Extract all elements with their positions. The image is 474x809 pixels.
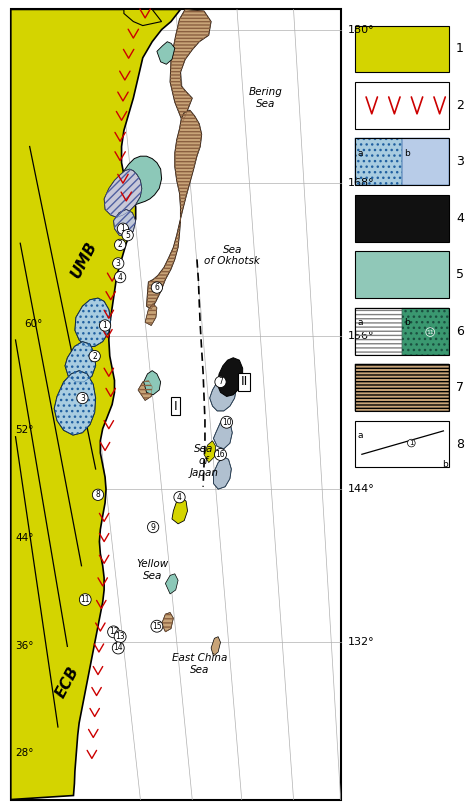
Polygon shape [11,10,181,799]
Text: a: a [357,431,363,440]
Text: 16: 16 [216,450,225,459]
Text: ECB: ECB [53,664,82,701]
Polygon shape [210,374,236,411]
Text: UMB: UMB [68,239,100,280]
Text: 5: 5 [125,231,130,239]
Bar [402,307,449,354]
Text: Sea
of
Japan: Sea of Japan [190,444,219,477]
Text: 10: 10 [222,417,231,426]
Polygon shape [54,371,96,435]
Text: Sea
of Okhotsk: Sea of Okhotsk [204,244,260,266]
Bar [355,421,449,468]
Bar [355,307,449,354]
Text: 7: 7 [456,381,464,394]
Text: 5: 5 [456,269,464,282]
Text: 11: 11 [426,329,434,335]
Text: 1: 1 [120,224,125,233]
Text: a: a [357,318,363,327]
Text: Bering
Sea: Bering Sea [248,87,282,109]
Text: II: II [240,375,248,388]
Text: b: b [404,149,410,158]
Polygon shape [124,10,162,26]
Text: 9: 9 [151,523,155,532]
Text: 12: 12 [109,627,118,637]
Bar [355,307,402,354]
Bar [11,10,341,799]
Polygon shape [217,358,243,396]
Text: 156°: 156° [348,331,374,341]
Text: 2: 2 [92,352,97,361]
Text: 60°: 60° [24,319,42,329]
Bar [355,364,449,411]
Bar [355,26,449,72]
Text: I: I [174,400,178,413]
Text: 1: 1 [409,440,414,446]
Polygon shape [213,457,231,489]
Polygon shape [65,341,96,382]
Text: 144°: 144° [348,484,374,494]
Polygon shape [138,380,152,400]
Bar [355,82,449,129]
Text: 3: 3 [80,393,85,403]
Text: East China
Sea: East China Sea [172,654,227,675]
Polygon shape [204,441,216,463]
Text: 2: 2 [118,240,122,249]
Text: 132°: 132° [348,637,374,647]
Text: 4: 4 [177,493,182,502]
Text: 6: 6 [456,324,464,337]
Text: 28°: 28° [16,748,34,758]
Text: 168°: 168° [348,178,374,188]
Text: a: a [357,149,363,158]
Text: 11: 11 [81,595,90,604]
Polygon shape [157,42,175,64]
Text: 180°: 180° [348,24,374,35]
Polygon shape [144,371,161,395]
Polygon shape [118,156,162,215]
Text: 15: 15 [152,621,162,631]
Text: 36°: 36° [16,642,34,651]
Text: 1: 1 [103,321,108,330]
Bar [402,138,449,185]
Text: 2: 2 [456,99,464,112]
Text: 4: 4 [118,273,123,282]
Bar [355,195,449,242]
Bar [355,364,449,411]
Polygon shape [211,637,220,656]
Bar [355,307,402,354]
Text: 7: 7 [218,378,223,387]
Text: 6: 6 [155,283,159,292]
Polygon shape [75,298,111,346]
Text: b: b [404,318,410,327]
Text: 13: 13 [115,632,125,642]
Polygon shape [145,303,157,325]
Text: 44°: 44° [16,532,34,543]
Bar [402,307,449,354]
Text: b: b [442,460,448,469]
Text: 52°: 52° [16,426,34,435]
Text: 14: 14 [113,643,123,653]
Text: 1: 1 [456,42,464,56]
Bar [355,252,449,298]
Polygon shape [213,419,232,449]
Bar [355,138,402,185]
Polygon shape [172,498,188,523]
Polygon shape [114,210,136,237]
Text: Yellow
Sea: Yellow Sea [136,559,168,581]
Polygon shape [146,110,201,309]
Text: 3: 3 [456,155,464,168]
Bar [355,138,449,185]
Text: 3: 3 [116,259,121,268]
Text: 8: 8 [456,438,464,451]
Bar [355,138,402,185]
Polygon shape [165,574,178,594]
Bar [402,138,449,185]
Text: 8: 8 [96,490,100,499]
Polygon shape [170,10,211,122]
Text: 4: 4 [456,212,464,225]
Polygon shape [162,612,173,632]
Polygon shape [104,169,142,218]
